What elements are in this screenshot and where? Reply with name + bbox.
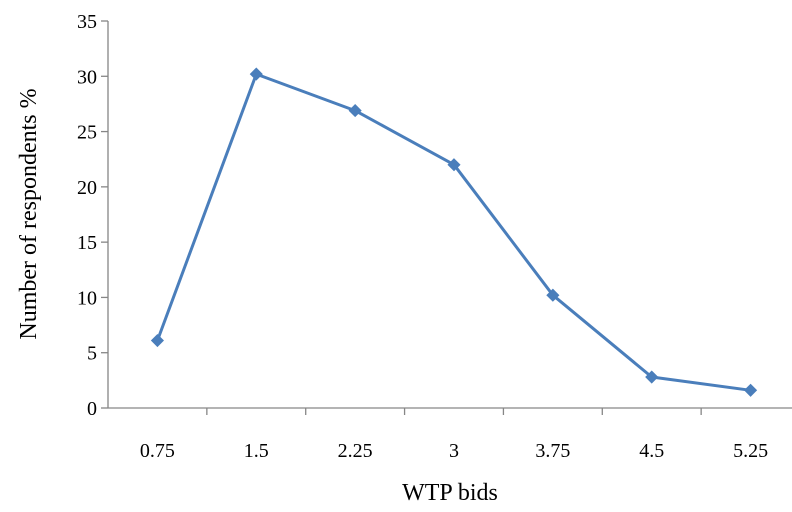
y-tick-label: 5 [87,343,97,365]
data-point-marker [447,158,461,172]
x-tick-label: 1.5 [244,440,269,462]
data-point-marker [645,370,659,384]
x-tick-label: 4.5 [639,440,664,462]
y-tick-label: 30 [77,66,97,88]
x-tick-label: 3 [449,440,459,462]
y-tick-label: 15 [77,232,97,254]
data-point-marker [744,383,758,397]
x-axis-ticks: 0.75 1.5 2.25 3 3.75 4.5 5.25 [140,408,768,462]
y-tick-label: 20 [77,177,97,199]
data-point-marker [249,67,263,81]
y-axis-title: Number of respondents % [16,88,42,339]
x-tick-label: 3.75 [535,440,570,462]
data-point-marker [150,333,164,348]
x-axis-title: WTP bids [402,480,498,506]
series-group [150,67,758,397]
series-line [155,72,751,392]
y-tick-label: 0 [87,398,97,420]
y-tick-label: 25 [77,122,97,144]
data-point-marker [348,103,362,118]
data-point-marker [546,288,560,302]
x-tick-label: 5.25 [733,440,768,462]
x-tick-label: 0.75 [140,440,175,462]
y-tick-label: 35 [77,11,97,33]
y-axis-ticks: 0 5 10 15 20 25 30 35 [77,11,108,420]
y-tick-label: 10 [77,287,97,309]
x-tick-label: 2.25 [338,440,373,462]
